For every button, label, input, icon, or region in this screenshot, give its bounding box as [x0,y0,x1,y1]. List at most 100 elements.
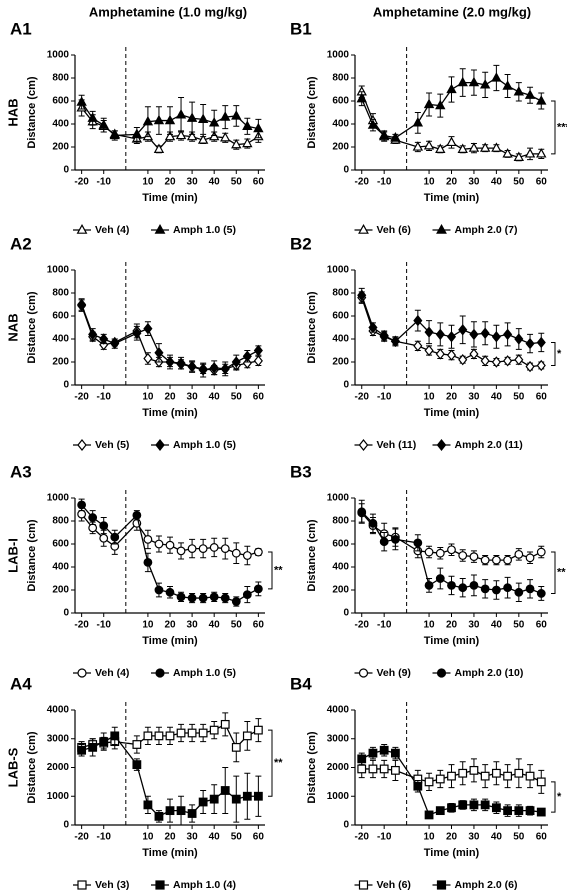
data-point [99,737,109,747]
data-point [480,771,490,781]
data-point [368,321,378,334]
data-point [524,148,536,158]
data-point [469,328,479,341]
x-tick-label: -20 [355,392,370,403]
y-tick-label: 600 [52,96,69,107]
legend-label: Veh (3) [95,879,129,891]
data-point [242,137,253,148]
data-point [209,362,219,374]
row-label: LAB-S [5,747,20,787]
data-point [187,544,197,553]
x-tick-label: -20 [355,620,370,631]
legend-marker [436,880,447,890]
significance-bracket [268,551,273,590]
series-line [81,513,259,557]
data-point [413,538,423,548]
legend-marker [358,223,369,234]
data-point [186,130,198,141]
data-point [424,547,434,557]
data-point [77,500,87,510]
significance-label: *** [557,121,567,133]
data-point [435,99,446,110]
y-axis-label: Distance (cm) [306,731,318,803]
data-point [220,593,230,603]
data-point [447,771,456,781]
x-tick-label: 20 [164,832,176,843]
x-tick-label: 40 [209,177,221,188]
significance-bracket [551,341,556,366]
x-tick-label: 60 [536,832,548,843]
y-tick-label: 1000 [327,50,350,61]
data-point [525,584,535,594]
data-point [390,535,400,544]
y-tick-label: 2000 [47,762,70,773]
data-point [536,359,546,372]
data-point [491,330,501,343]
significance-label: * [557,348,562,360]
data-point [412,117,424,127]
data-point [458,583,468,593]
data-point [242,590,252,599]
x-tick-label: 60 [536,620,548,631]
data-point [446,349,457,361]
y-tick-label: 0 [343,380,349,391]
data-point [198,797,208,807]
y-tick-label: 600 [332,96,349,107]
data-point [143,322,153,335]
data-point [153,114,165,125]
x-tick-label: 40 [491,392,503,403]
data-point [514,806,524,816]
x-tick-label: 20 [164,620,176,631]
data-point [165,731,175,741]
data-point [502,80,513,90]
y-tick-label: 200 [52,585,69,596]
data-point [231,794,241,804]
x-tick-label: -10 [377,392,392,403]
data-point [423,98,435,109]
x-tick-label: 40 [491,620,503,631]
x-tick-label: -20 [355,177,370,188]
x-tick-label: -20 [74,392,89,403]
data-point [503,771,513,781]
y-tick-label: 3000 [327,733,350,744]
data-point [99,521,109,530]
y-tick-label: 200 [332,357,349,368]
data-point [77,509,87,519]
x-tick-label: 60 [253,620,265,631]
x-tick-label: 30 [468,177,480,188]
x-tick-label: -10 [377,620,392,631]
data-point [242,350,252,362]
y-tick-label: 1000 [327,265,350,276]
significance-bracket [551,551,556,594]
data-point [99,333,109,345]
y-tick-label: 0 [343,820,349,831]
data-point [242,731,252,741]
significance-bracket [268,729,273,797]
x-tick-label: 10 [142,177,154,188]
data-point [435,328,445,341]
data-point [536,589,546,598]
data-point [514,353,524,366]
y-tick-label: 1000 [47,493,70,504]
x-axis-label: Time (min) [142,407,198,419]
data-point [356,92,367,103]
series-line [361,77,542,139]
data-point [209,725,219,735]
data-point [132,510,142,520]
data-point [458,800,468,810]
y-tick-label: 800 [332,516,349,527]
data-point [154,731,164,741]
data-point [220,719,230,729]
y-tick-label: 0 [343,165,349,176]
y-tick-label: 0 [63,165,69,176]
y-axis-label: Distance (cm) [26,76,38,148]
data-point [231,138,242,149]
significance-label: ** [274,757,283,769]
x-axis-label: Time (min) [424,192,480,204]
data-point [378,129,390,140]
x-tick-label: 10 [423,832,435,843]
data-point [209,794,219,804]
legend-label: Veh (4) [95,224,129,236]
series-line [361,768,542,783]
data-point [110,532,120,542]
